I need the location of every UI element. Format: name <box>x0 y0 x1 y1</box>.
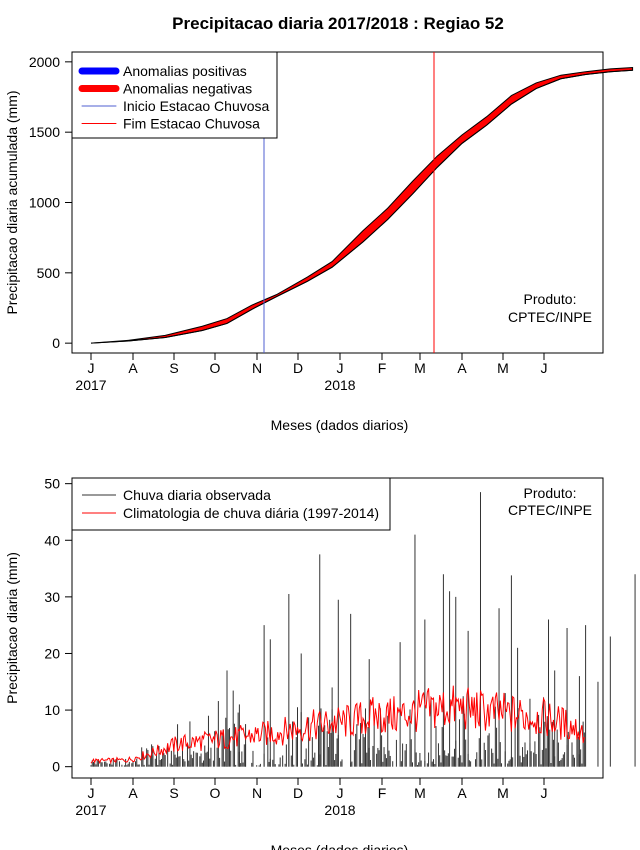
producer-label: Produto: <box>524 485 577 501</box>
year-label: 2018 <box>324 377 355 393</box>
legend-label: Chuva diaria observada <box>123 487 271 503</box>
observed-rain-bars <box>90 492 636 767</box>
x-tick-label: J <box>88 360 95 376</box>
legend-label: Anomalias positivas <box>123 63 247 79</box>
y-tick-label: 20 <box>44 645 60 661</box>
x-tick-label: A <box>457 360 467 376</box>
y-tick-label: 10 <box>44 702 60 718</box>
x-tick-label: O <box>210 785 221 801</box>
y-axis-label: Precipitacao diaria (mm) <box>4 552 20 704</box>
legend-label: Fim Estacao Chuvosa <box>123 116 260 132</box>
y-tick-label: 500 <box>37 265 61 281</box>
y-tick-label: 1500 <box>29 124 60 140</box>
x-tick-label: M <box>497 360 509 376</box>
y-tick-label: 50 <box>44 476 60 492</box>
x-tick-label: A <box>128 360 138 376</box>
chart-title: Precipitacao diaria 2017/2018 : Regiao 5… <box>172 14 504 33</box>
x-tick-label: D <box>293 360 303 376</box>
year-label: 2017 <box>75 377 106 393</box>
legend-label: Anomalias negativas <box>123 81 252 97</box>
x-tick-label: D <box>293 785 303 801</box>
x-tick-label: S <box>169 785 178 801</box>
x-tick-label: F <box>378 785 387 801</box>
producer-value: CPTEC/INPE <box>508 502 592 518</box>
x-tick-label: M <box>414 360 426 376</box>
x-tick-label: J <box>337 785 344 801</box>
x-tick-label: J <box>337 360 344 376</box>
producer-value: CPTEC/INPE <box>508 309 592 325</box>
observed-cumulative-line <box>90 69 633 344</box>
y-tick-label: 0 <box>52 759 60 775</box>
year-label: 2017 <box>75 802 106 818</box>
legend-label: Inicio Estacao Chuvosa <box>123 98 270 114</box>
x-tick-label: S <box>169 360 178 376</box>
x-tick-label: F <box>378 360 387 376</box>
x-tick-label: A <box>128 785 138 801</box>
y-tick-label: 2000 <box>29 54 60 70</box>
x-tick-label: J <box>541 785 548 801</box>
y-axis-label: Precipitacao diaria acumulada (mm) <box>4 90 20 314</box>
producer-label: Produto: <box>524 291 577 307</box>
x-axis-label: Meses (dados diarios) <box>271 417 409 433</box>
x-tick-label: J <box>541 360 548 376</box>
x-tick-label: O <box>210 360 221 376</box>
climatology-line <box>90 685 585 765</box>
legend-label: Climatologia de chuva diária (1997-2014) <box>123 505 379 521</box>
y-tick-label: 40 <box>44 532 60 548</box>
x-tick-label: N <box>252 360 262 376</box>
x-tick-label: M <box>414 785 426 801</box>
x-tick-label: M <box>497 785 509 801</box>
year-label: 2018 <box>324 802 355 818</box>
legend-box <box>71 477 391 531</box>
y-tick-label: 30 <box>44 589 60 605</box>
y-tick-label: 1000 <box>29 195 60 211</box>
x-tick-label: N <box>252 785 262 801</box>
x-axis-label: Meses (dados diarios) <box>271 842 409 850</box>
x-tick-label: J <box>88 785 95 801</box>
x-tick-label: A <box>457 785 467 801</box>
y-tick-label: 0 <box>52 335 60 351</box>
